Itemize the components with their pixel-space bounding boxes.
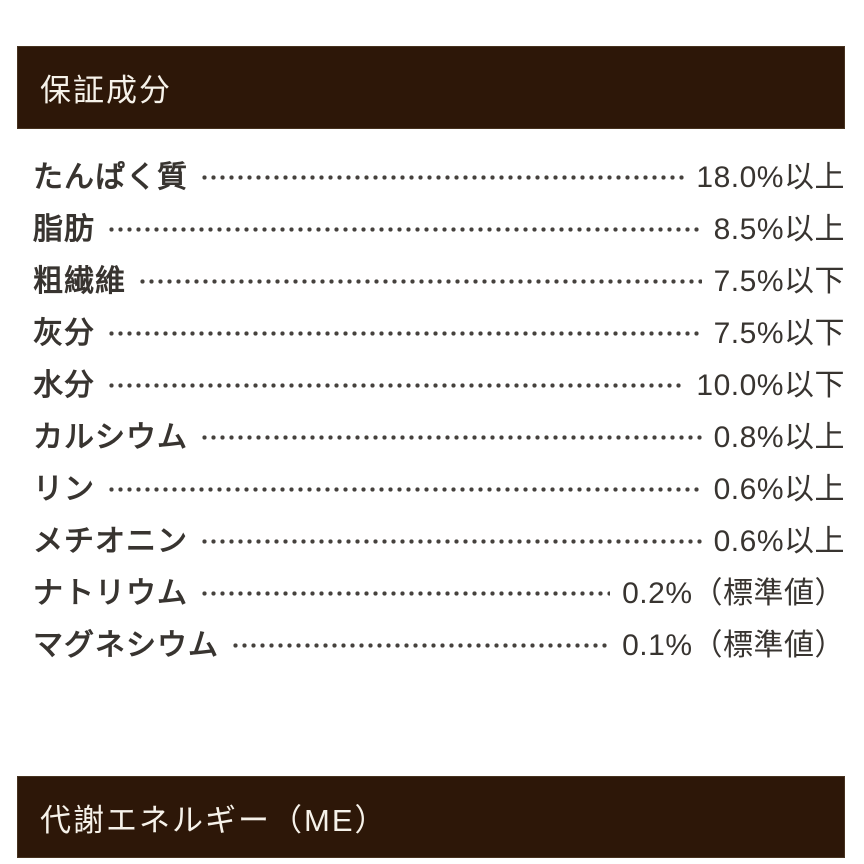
dotted-leader [202, 174, 685, 180]
nutrient-value: 8.5%以上 [713, 213, 845, 246]
metabolic-energy-title: 代謝エネルギー（ME） [40, 802, 388, 838]
dotted-leader [109, 330, 702, 336]
nutrient-value: 0.6%以上 [713, 525, 845, 558]
nutrient-row: リン 0.6%以上 [33, 460, 845, 512]
guaranteed-analysis-title: 保証成分 [40, 73, 172, 108]
nutrient-value: 10.0%以下 [696, 369, 845, 402]
nutrient-list: たんぱく質 18.0%以上 脂肪 8.5%以上 粗繊維 7.5%以下 灰分 7.… [0, 129, 864, 668]
nutrient-label: マグネシウム [33, 629, 219, 662]
nutrient-label: ナトリウム [33, 577, 188, 610]
nutrient-value: 0.2%（標準値） [622, 577, 845, 610]
nutrient-value: 0.1%（標準値） [622, 629, 845, 662]
dotted-leader [202, 590, 611, 596]
dotted-leader [202, 434, 702, 440]
nutrient-row: ナトリウム 0.2%（標準値） [33, 564, 845, 616]
dotted-leader [109, 382, 685, 388]
nutrient-row: マグネシウム 0.1%（標準値） [33, 616, 845, 668]
nutrient-label: たんぱく質 [33, 161, 188, 194]
nutrient-row: 脂肪 8.5%以上 [33, 200, 845, 252]
nutrient-label: 脂肪 [33, 213, 95, 246]
metabolic-energy-header: 代謝エネルギー（ME） [17, 776, 845, 858]
nutrient-label: カルシウム [33, 421, 188, 454]
dotted-leader [233, 642, 611, 648]
dotted-leader [109, 226, 702, 232]
nutrient-label: リン [33, 473, 95, 506]
dotted-leader [109, 486, 702, 492]
nutrient-value: 7.5%以下 [713, 317, 845, 350]
nutrient-value: 18.0%以上 [696, 161, 845, 194]
dotted-leader [140, 278, 702, 284]
nutrient-row: 灰分 7.5%以下 [33, 304, 845, 356]
nutrient-label: メチオニン [33, 525, 188, 558]
dotted-leader [202, 538, 702, 544]
nutrient-label: 水分 [33, 369, 95, 402]
nutrient-value: 0.8%以上 [713, 421, 845, 454]
nutrient-label: 粗繊維 [33, 265, 126, 298]
nutrient-row: カルシウム 0.8%以上 [33, 408, 845, 460]
nutrient-row: 水分 10.0%以下 [33, 356, 845, 408]
nutrition-label-panel: 保証成分 たんぱく質 18.0%以上 脂肪 8.5%以上 粗繊維 7.5%以下 … [0, 46, 864, 864]
nutrient-row: メチオニン 0.6%以上 [33, 512, 845, 564]
guaranteed-analysis-header: 保証成分 [17, 46, 845, 129]
nutrient-value: 0.6%以上 [713, 473, 845, 506]
nutrient-row: 粗繊維 7.5%以下 [33, 252, 845, 304]
nutrient-label: 灰分 [33, 317, 95, 350]
nutrient-row: たんぱく質 18.0%以上 [33, 148, 845, 200]
nutrient-value: 7.5%以下 [713, 265, 845, 298]
